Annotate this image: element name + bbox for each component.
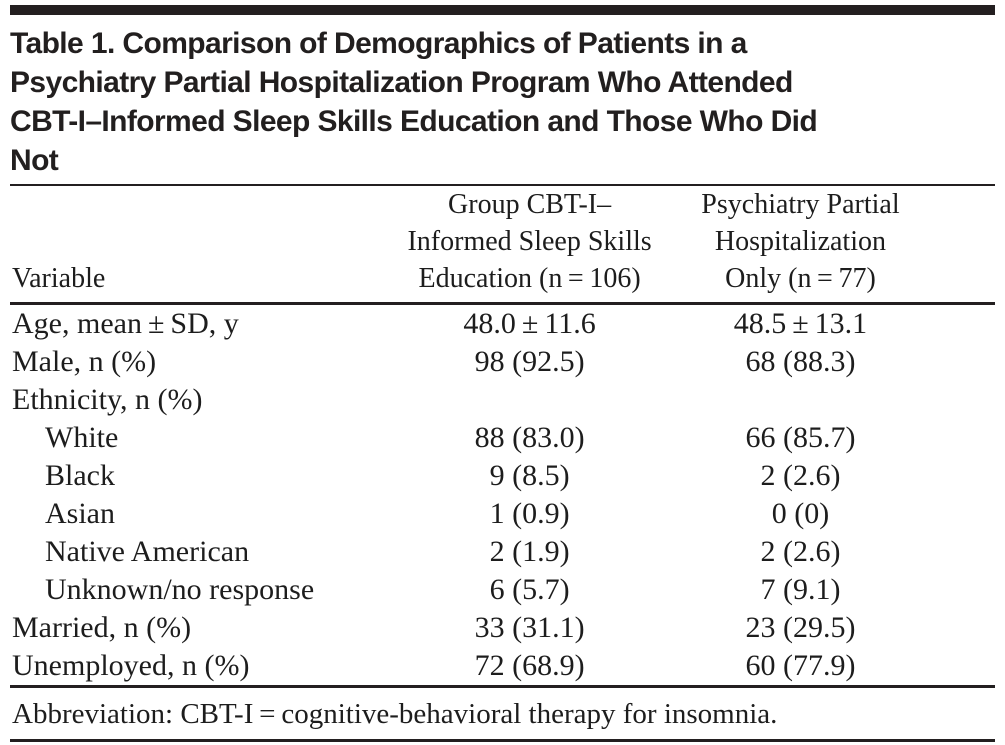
row-label: Age, mean ± SD, y (12, 307, 239, 340)
row-label: Native American (45, 535, 250, 568)
header-row: Variable Group CBT-I– Informed Sleep Ski… (10, 185, 995, 305)
row-label: Male, n (%) (12, 345, 157, 378)
row-label: Married, n (%) (12, 611, 192, 644)
row-value-group: 33 (31.1) (474, 611, 585, 644)
row-label: Unemployed, n (%) (10, 647, 395, 688)
row-label: Unknown/no response (45, 573, 315, 606)
spacer-cell (936, 457, 995, 495)
table-row-male: Male, n (%) 98 (92.5) 68 (88.3) (10, 343, 995, 381)
table-row-unemployed: Unemployed, n (%) 72 (68.9) 60 (77.9) (10, 647, 995, 688)
row-label: White (45, 421, 119, 454)
table-row-black: Black 9 (8.5) 2 (2.6) (10, 457, 995, 495)
row-value-group: 1 (0.9) (489, 497, 570, 530)
table-row-white: White 88 (83.0) 66 (85.7) (10, 419, 995, 457)
row-value-php: 66 (85.7) (745, 421, 856, 454)
row-value-php: 0 (0) (771, 497, 830, 530)
table-footnote: Abbreviation: CBT-I = cognitive-behavior… (10, 688, 995, 742)
spacer-cell (936, 381, 995, 419)
spacer-cell (936, 609, 995, 647)
column-header-variable: Variable (10, 185, 395, 305)
row-value-group: 9 (8.5) (489, 459, 570, 492)
spacer-cell (936, 571, 995, 609)
row-value-php: 2 (2.6) (760, 459, 841, 492)
row-value-php: 68 (88.3) (745, 345, 856, 378)
table-row-ethnicity: Ethnicity, n (%) (10, 381, 995, 419)
table-row-age: Age, mean ± SD, y 48.0 ± 11.6 48.5 ± 13.… (10, 304, 995, 344)
table-row-unknown: Unknown/no response 6 (5.7) 7 (9.1) (10, 571, 995, 609)
row-value-group: 98 (92.5) (474, 345, 585, 378)
column-header-php-only: Psychiatry Partial Hospitalization Only … (665, 185, 936, 305)
demographics-table: Variable Group CBT-I– Informed Sleep Ski… (10, 184, 995, 688)
spacer-cell (936, 343, 995, 381)
top-rule-thick (10, 5, 995, 15)
table-title: Table 1. Comparison of Demographics of P… (10, 27, 818, 177)
row-value-php: 2 (2.6) (760, 535, 841, 568)
row-value-group: 88 (83.0) (474, 421, 585, 454)
table-row-native-american: Native American 2 (1.9) 2 (2.6) (10, 533, 995, 571)
row-value-group: 6 (5.7) (489, 573, 570, 606)
spacer-cell (935, 647, 995, 688)
table-row-married: Married, n (%) 33 (31.1) 23 (29.5) (10, 609, 995, 647)
row-value-php (665, 381, 936, 419)
row-value-php: 60 (77.9) (665, 647, 936, 688)
row-value-group: 48.0 ± 11.6 (463, 307, 596, 340)
row-value-php: 48.5 ± 13.1 (733, 307, 868, 340)
spacer-cell (936, 533, 995, 571)
spacer-cell (936, 304, 995, 344)
row-value-group (394, 381, 665, 419)
row-value-php: 7 (9.1) (760, 573, 841, 606)
row-value-group: 72 (68.9) (394, 647, 666, 688)
table-row-asian: Asian 1 (0.9) 0 (0) (10, 495, 995, 533)
column-header-cbti-group: Group CBT-I– Informed Sleep Skills Educa… (394, 185, 666, 305)
spacer-cell (936, 495, 995, 533)
spacer-cell (936, 419, 995, 457)
row-label: Black (45, 459, 115, 492)
row-value-group: 2 (1.9) (489, 535, 570, 568)
row-label: Ethnicity, n (%) (12, 383, 203, 416)
row-label: Asian (45, 497, 115, 530)
spacer-cell (935, 185, 995, 305)
row-value-php: 23 (29.5) (745, 611, 856, 644)
